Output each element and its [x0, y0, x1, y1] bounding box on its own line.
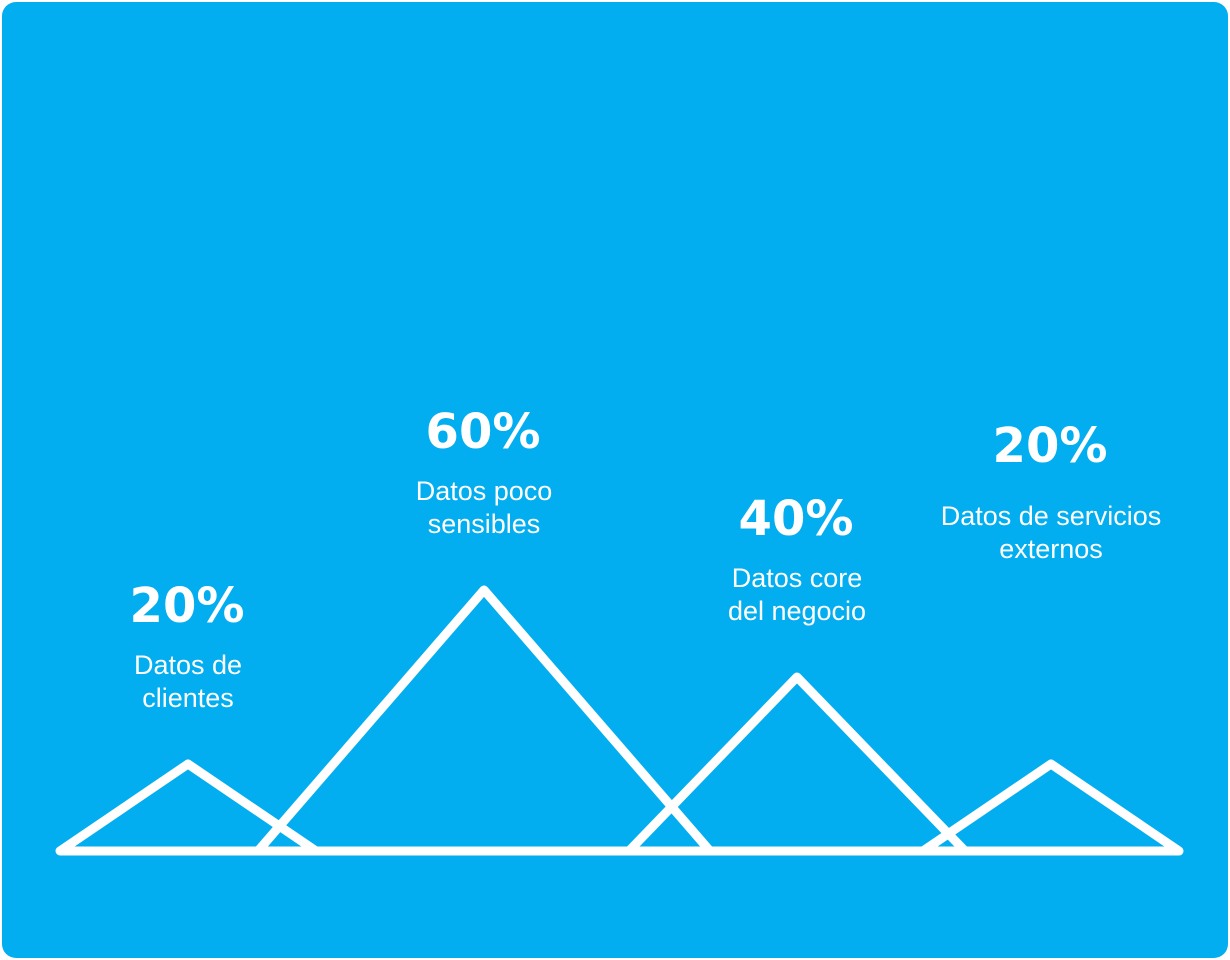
value-label-4: 20%: [993, 418, 1108, 474]
peaks: [55, 585, 1184, 856]
category-label-2-line-2: sensibles: [428, 509, 541, 539]
category-label-1-line-1: Datos de: [134, 650, 242, 680]
value-label-2: 60%: [426, 404, 541, 460]
category-label-3-line-1: Datos core: [732, 563, 863, 593]
category-label-4-line-1: Datos de servicios: [941, 501, 1162, 531]
peak-2: [253, 585, 715, 856]
peak-4: [918, 759, 1184, 856]
value-label-3: 40%: [739, 491, 854, 547]
category-label-4-line-2: externos: [999, 534, 1103, 564]
category-label-2-line-1: Datos poco: [416, 476, 553, 506]
peak-3: [624, 672, 970, 856]
category-label-1-line-2: clientes: [142, 683, 234, 713]
category-label-3-line-2: del negocio: [728, 596, 866, 626]
peak-1: [55, 759, 321, 856]
value-label-1: 20%: [130, 578, 245, 634]
